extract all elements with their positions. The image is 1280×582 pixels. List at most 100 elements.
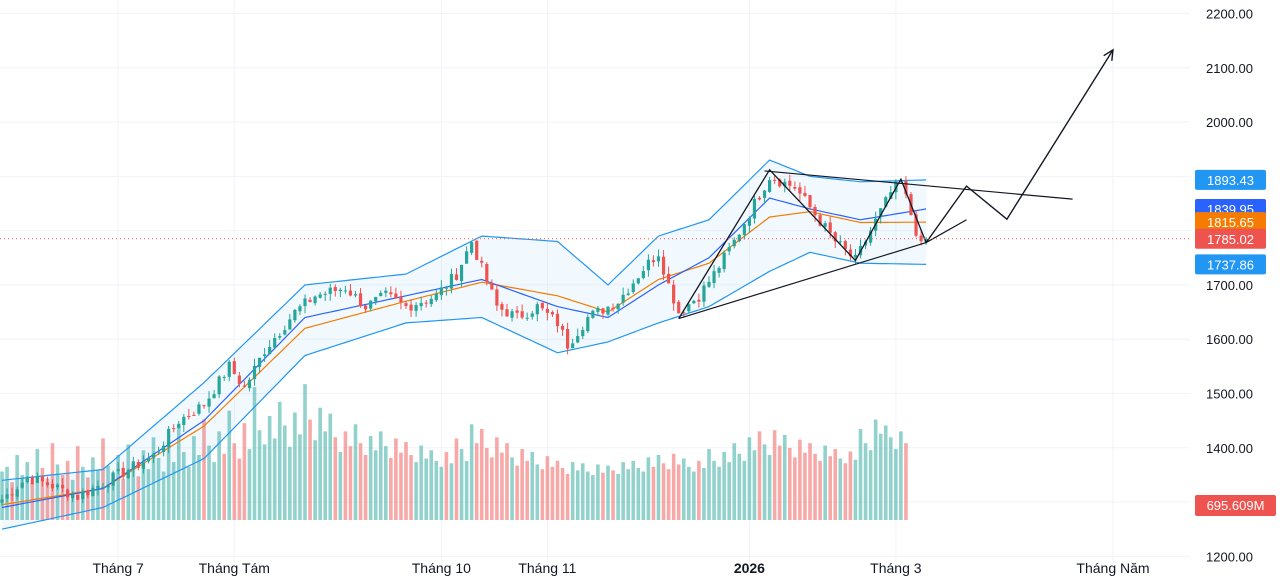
candle-body[interactable]	[141, 462, 145, 469]
candle-body[interactable]	[601, 308, 605, 314]
candle-body[interactable]	[177, 423, 181, 428]
candle-body[interactable]	[323, 293, 327, 295]
candle-body[interactable]	[389, 292, 393, 295]
candle-body[interactable]	[338, 289, 342, 292]
candle-body[interactable]	[606, 306, 610, 315]
candle-body[interactable]	[465, 251, 469, 264]
candle-body[interactable]	[237, 375, 241, 384]
candle-body[interactable]	[353, 294, 358, 296]
candle-body[interactable]	[459, 264, 464, 282]
candle-body[interactable]	[207, 398, 211, 407]
candle-body[interactable]	[369, 300, 373, 309]
candle-body[interactable]	[545, 308, 549, 313]
candle-body[interactable]	[116, 469, 120, 472]
candle-body[interactable]	[752, 198, 757, 219]
candle-body[interactable]	[495, 289, 499, 306]
candle-body[interactable]	[747, 218, 751, 226]
candle-body[interactable]	[702, 285, 706, 302]
candle-body[interactable]	[818, 215, 822, 226]
candle-body[interactable]	[904, 180, 908, 195]
candle-body[interactable]	[773, 179, 777, 181]
candle-body[interactable]	[308, 299, 312, 302]
candle-body[interactable]	[313, 296, 317, 304]
candle-body[interactable]	[328, 287, 332, 294]
candle-body[interactable]	[106, 485, 110, 488]
candle-body[interactable]	[490, 283, 494, 290]
candle-body[interactable]	[0, 499, 4, 503]
candle-body[interactable]	[515, 310, 519, 313]
candle-body[interactable]	[419, 302, 423, 307]
candle-body[interactable]	[566, 329, 570, 349]
candle-body[interactable]	[914, 214, 918, 236]
candle-body[interactable]	[66, 489, 70, 498]
candle-body[interactable]	[439, 287, 443, 296]
candle-body[interactable]	[485, 264, 489, 282]
candle-body[interactable]	[555, 313, 560, 327]
candle-body[interactable]	[651, 260, 656, 263]
candle-body[interactable]	[560, 325, 565, 330]
candle-body[interactable]	[470, 242, 474, 253]
candle-body[interactable]	[318, 294, 322, 298]
candle-body[interactable]	[631, 283, 635, 293]
candle-body[interactable]	[530, 313, 534, 317]
candle-body[interactable]	[656, 256, 661, 262]
candle-body[interactable]	[505, 309, 509, 317]
candle-body[interactable]	[131, 461, 135, 470]
candle-body[interactable]	[247, 379, 252, 389]
candle-body[interactable]	[20, 482, 24, 488]
candle-body[interactable]	[682, 312, 686, 314]
candle-body[interactable]	[25, 477, 29, 483]
candle-body[interactable]	[742, 224, 746, 236]
candle-body[interactable]	[343, 290, 347, 292]
candle-body[interactable]	[828, 222, 832, 233]
candle-body[interactable]	[252, 365, 257, 380]
candle-body[interactable]	[838, 241, 842, 243]
candle-body[interactable]	[5, 494, 9, 499]
candle-body[interactable]	[172, 428, 176, 430]
candle-body[interactable]	[667, 273, 671, 284]
candle-body[interactable]	[823, 223, 827, 227]
candle-body[interactable]	[919, 235, 923, 242]
candle-body[interactable]	[126, 470, 130, 479]
candle-body[interactable]	[869, 230, 873, 243]
candle-body[interactable]	[783, 181, 787, 187]
candle-body[interactable]	[162, 445, 166, 452]
candle-body[interactable]	[475, 240, 479, 260]
candle-body[interactable]	[434, 293, 438, 301]
candle-body[interactable]	[358, 293, 363, 307]
candle-body[interactable]	[687, 304, 691, 312]
candle-body[interactable]	[762, 190, 767, 198]
candle-body[interactable]	[697, 299, 701, 302]
candle-body[interactable]	[737, 234, 741, 242]
candle-body[interactable]	[480, 260, 484, 263]
candle-body[interactable]	[76, 495, 80, 500]
candle-body[interactable]	[15, 489, 19, 497]
candle-body[interactable]	[727, 247, 731, 252]
candle-body[interactable]	[646, 259, 650, 271]
candle-body[interactable]	[672, 284, 676, 304]
candle-body[interactable]	[273, 337, 277, 348]
candle-body[interactable]	[35, 476, 39, 483]
candle-body[interactable]	[399, 296, 403, 303]
candle-body[interactable]	[889, 192, 893, 199]
candle-body[interactable]	[853, 254, 858, 258]
candle-body[interactable]	[778, 179, 782, 187]
candle-body[interactable]	[136, 462, 140, 468]
candle-body[interactable]	[692, 300, 696, 304]
candle-body[interactable]	[293, 309, 297, 321]
candle-body[interactable]	[212, 394, 216, 399]
candle-body[interactable]	[444, 287, 448, 289]
candle-body[interactable]	[894, 181, 898, 193]
candle-body[interactable]	[30, 477, 34, 485]
candle-body[interactable]	[884, 197, 888, 207]
candle-body[interactable]	[424, 302, 428, 304]
candle-body[interactable]	[151, 453, 156, 458]
candle-body[interactable]	[61, 484, 65, 489]
candle-body[interactable]	[707, 281, 711, 287]
candle-body[interactable]	[50, 483, 55, 489]
candle-body[interactable]	[10, 494, 14, 496]
candle-body[interactable]	[268, 347, 272, 355]
candle-body[interactable]	[813, 206, 817, 216]
candle-body[interactable]	[404, 303, 408, 306]
